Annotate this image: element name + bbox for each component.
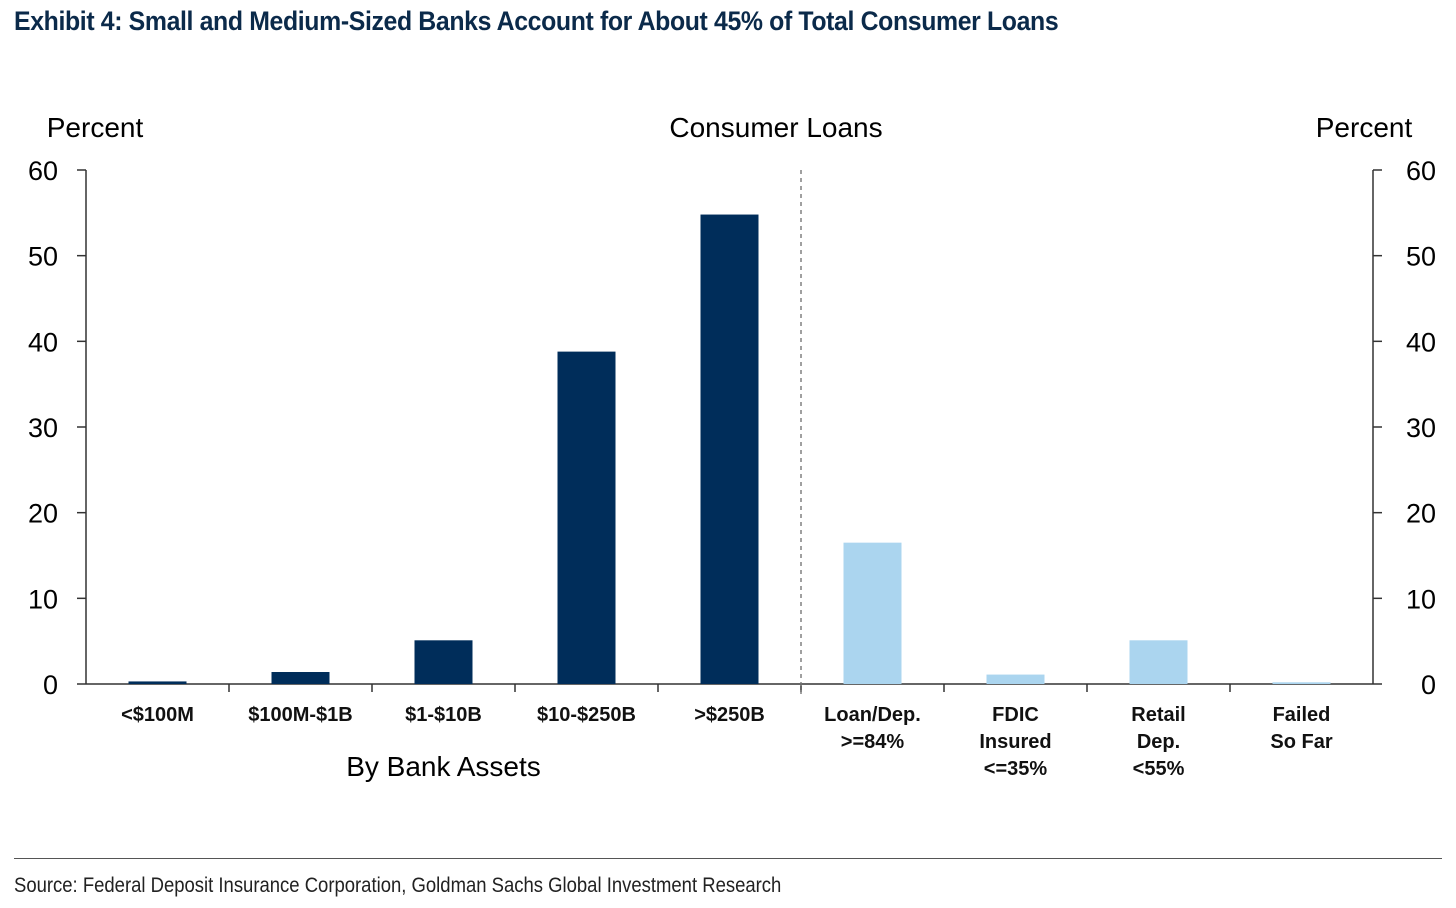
y-tick-label-right: 50 [1406, 242, 1436, 272]
bars [128, 214, 1331, 684]
x-tick-label: $1-$10B [405, 704, 482, 726]
y-tick-label-right: 10 [1406, 584, 1436, 614]
bar-chart: 0 0 10 10 20 20 30 30 40 40 50 50 60 60 Percent Percent… [28, 112, 1436, 782]
x-tick-label: FDIC [992, 704, 1039, 726]
x-tick-label: $10-$250B [537, 704, 636, 726]
x-tick-label: Retail [1131, 704, 1185, 726]
labels: 0 0 10 10 20 20 30 30 40 40 50 50 60 60 Percent Percent… [28, 112, 1436, 782]
x-tick-label: Dep. [1137, 731, 1180, 753]
x-tick-label: <$100M [121, 704, 194, 726]
bar [843, 542, 902, 684]
chart-subtitle: Consumer Loans [669, 112, 882, 143]
x-tick-label: $100M-$1B [248, 704, 353, 726]
bar [986, 674, 1045, 684]
group-label: By Bank Assets [346, 751, 541, 782]
y-axis-title-left: Percent [47, 112, 144, 143]
chart-title: Exhibit 4: Small and Medium-Sized Banks … [14, 6, 1059, 36]
y-tick-label-right: 60 [1406, 156, 1436, 186]
x-tick-label: <=35% [984, 758, 1048, 780]
bar [128, 681, 187, 684]
y-tick-label-left: 60 [28, 156, 58, 186]
y-tick-label-left: 30 [28, 413, 58, 443]
bar [1272, 682, 1331, 684]
bar [1129, 640, 1188, 684]
bar [557, 351, 616, 684]
x-tick-label: Failed [1273, 704, 1331, 726]
x-tick-label: <55% [1133, 758, 1185, 780]
x-tick-label: >$250B [694, 704, 765, 726]
y-tick-label-left: 10 [28, 584, 58, 614]
y-tick-label-left: 20 [28, 499, 58, 529]
y-tick-label-left: 0 [43, 670, 58, 700]
x-tick-label: Insured [979, 731, 1051, 753]
y-tick-label-right: 30 [1406, 413, 1436, 443]
source-note: Source: Federal Deposit Insurance Corpor… [14, 874, 782, 897]
x-tick-label: Loan/Dep. [824, 704, 921, 726]
bar [700, 214, 759, 684]
y-tick-label-left: 40 [28, 327, 58, 357]
y-tick-label-right: 0 [1421, 670, 1436, 700]
footer-divider [14, 858, 1442, 859]
y-tick-label-left: 50 [28, 242, 58, 272]
bar [271, 672, 330, 684]
y-tick-label-right: 40 [1406, 327, 1436, 357]
bar [414, 640, 473, 684]
y-axis-title-right: Percent [1316, 112, 1413, 143]
y-tick-label-right: 20 [1406, 499, 1436, 529]
x-tick-label: >=84% [841, 731, 905, 753]
x-tick-label: So Far [1270, 731, 1332, 753]
